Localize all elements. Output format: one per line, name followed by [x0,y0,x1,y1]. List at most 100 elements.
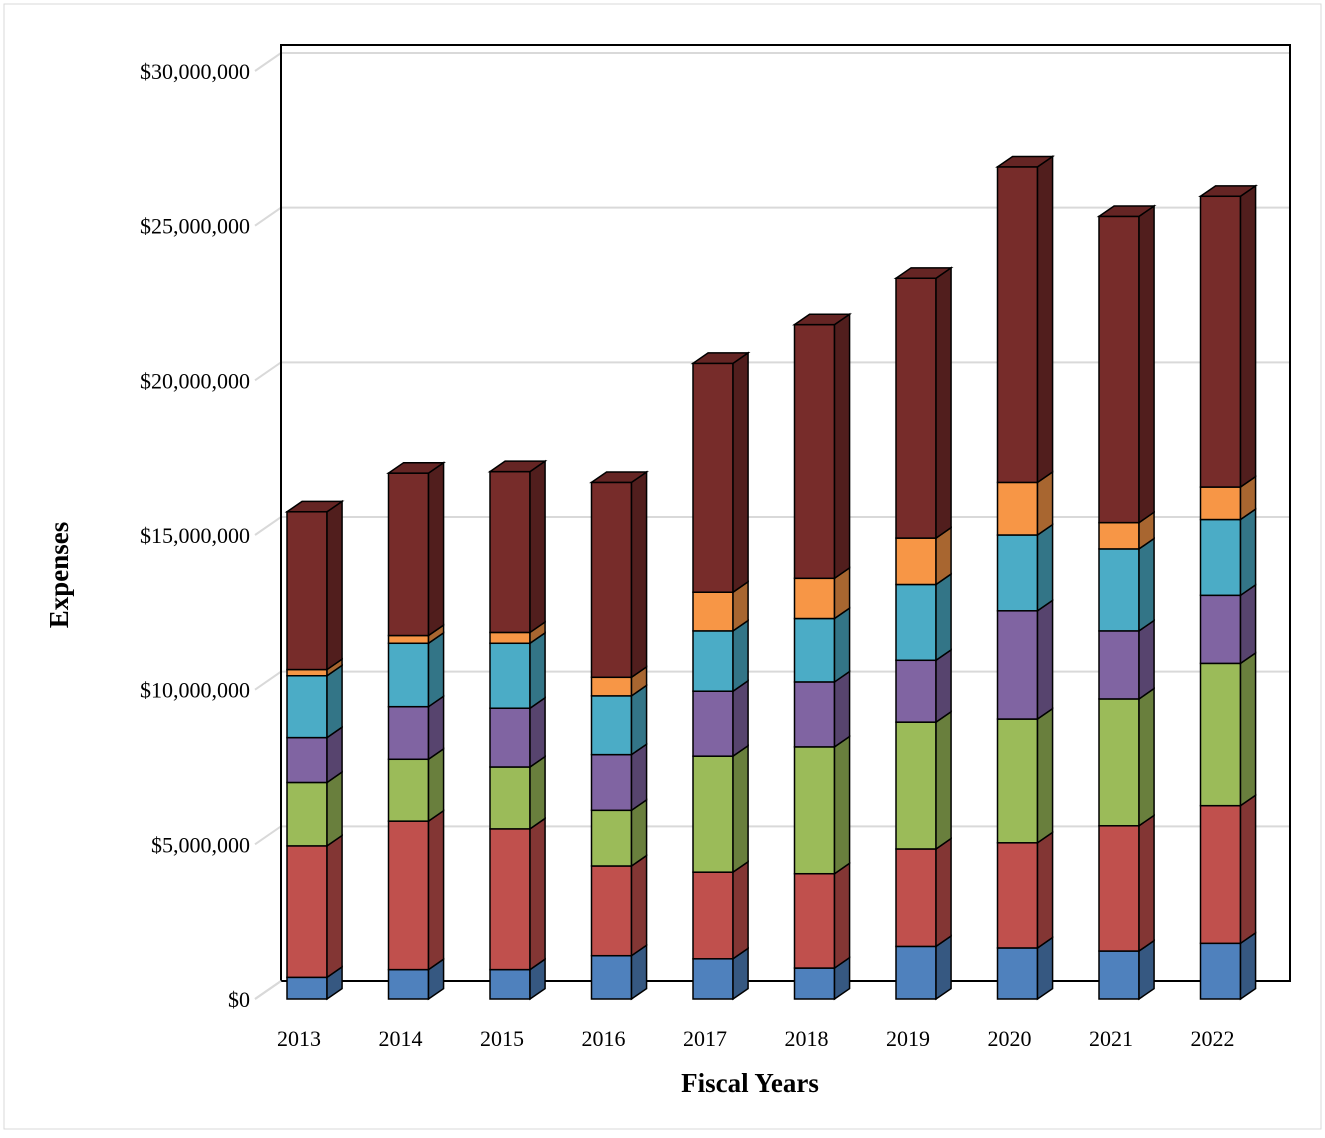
bar-segment-front [286,976,328,1000]
bar-segment [1199,651,1257,808]
bar-segment [996,598,1054,721]
bar-segment [1199,583,1257,665]
bar-segment-front [590,954,633,1000]
bar-segment [1199,507,1257,597]
bar-segment-front [793,577,836,620]
bar-segment-side [833,670,851,749]
bar-segment-front [387,705,430,761]
bar-segment-front [286,736,328,784]
bar-segment-side [1239,583,1257,665]
bar-segment-front [1199,662,1242,807]
bar-segment-side [630,798,648,868]
y-tick-label: $15,000,000 [140,523,250,548]
bar-segment-front [895,848,937,948]
bar-segment [1098,939,1155,1001]
bar-top [1096,205,1157,218]
bar-segment-front [793,617,836,683]
bar-segment-front [895,277,937,539]
bar-segment-side [630,854,648,958]
bar-segment [489,755,546,831]
bar-segment-front [489,707,531,768]
bar-segment [996,830,1054,950]
bar-segment-front [1199,486,1242,521]
bar-segment-side [833,861,851,970]
bar-top [1198,185,1258,198]
bar-segment-side [833,312,851,580]
bar-segment-front [996,481,1039,536]
bar-segment-front [489,766,531,830]
bar-segment [489,816,546,972]
bar-segment-side [732,619,749,693]
bar-segment-front [793,681,836,748]
bar-segment-side [427,461,445,637]
bars [284,155,1258,1001]
x-tick-label: 2020 [988,1026,1032,1051]
bar-segment-side [935,266,952,540]
bar-segment [284,499,345,671]
bar-segment [895,526,952,586]
bar-segment-front [590,753,633,812]
bar-segment-front [286,845,328,979]
bar-segment [692,860,749,961]
bar-segment-side [1036,598,1054,721]
bar-segment-side [1239,507,1257,597]
bar-segment [286,834,343,979]
bar-segment-front [387,472,430,637]
y-axis-title: Expenses [44,522,74,629]
bar-segment-side [935,648,952,724]
bar-segment [387,809,445,972]
bar-segment [692,619,749,693]
bar-segment-front [387,968,430,1000]
bar-segment-side [1036,523,1054,613]
bar-segment-front [895,945,937,1000]
bar-segment-side [1036,155,1054,484]
bar-segment-side [1239,184,1257,489]
bar-segment-front [1199,195,1242,488]
bar-top [386,461,446,474]
bar-segment-front [1098,950,1140,1000]
bar-segment [590,854,648,958]
bar-segment-front [895,659,937,723]
bar-segment-side [833,735,851,876]
x-tick-label: 2018 [785,1026,829,1051]
bar-segment [487,459,548,634]
bar-segment-side [529,696,546,769]
x-axis-title: Fiscal Years [681,1068,819,1098]
bar-segment-front [895,583,937,662]
plot-frame [254,44,1291,1000]
bar-segment [793,606,851,684]
bar-segment-side [935,837,952,948]
bar-segment-front [692,958,734,1000]
bar-segment [1098,510,1155,551]
bar-segment [895,710,952,851]
bar-segment-side [732,744,749,874]
bar-segment [1096,204,1157,525]
bar-segment [1098,537,1155,633]
bar-segment-front [895,721,937,850]
bar-segment-side [326,834,343,979]
bar-segment [692,679,749,758]
bar-segment-front [1098,698,1140,827]
y-tick-label: $20,000,000 [140,368,250,393]
bar-segment-side [630,742,648,812]
bar-segment [793,670,851,749]
bar-segment-side [1036,830,1054,950]
bar-segment [1098,813,1155,953]
bar-segment-front [996,842,1039,949]
bar-top [589,471,649,484]
bar-segment-front [489,968,531,1000]
bar-segment [996,470,1054,537]
bar-segment-side [732,860,749,961]
bar-segment-front [692,755,734,873]
bar-top [690,352,751,365]
bar-segment [895,934,952,1001]
y-tick-label: $5,000,000 [151,832,250,857]
bar-segment [895,648,952,724]
bar-segment [590,943,648,1001]
bar-segment-front [286,668,328,677]
bar-segment-side [1138,619,1155,701]
bar-segment [589,470,649,679]
bar-segment-front [489,631,531,645]
x-tick-label: 2017 [683,1026,727,1051]
